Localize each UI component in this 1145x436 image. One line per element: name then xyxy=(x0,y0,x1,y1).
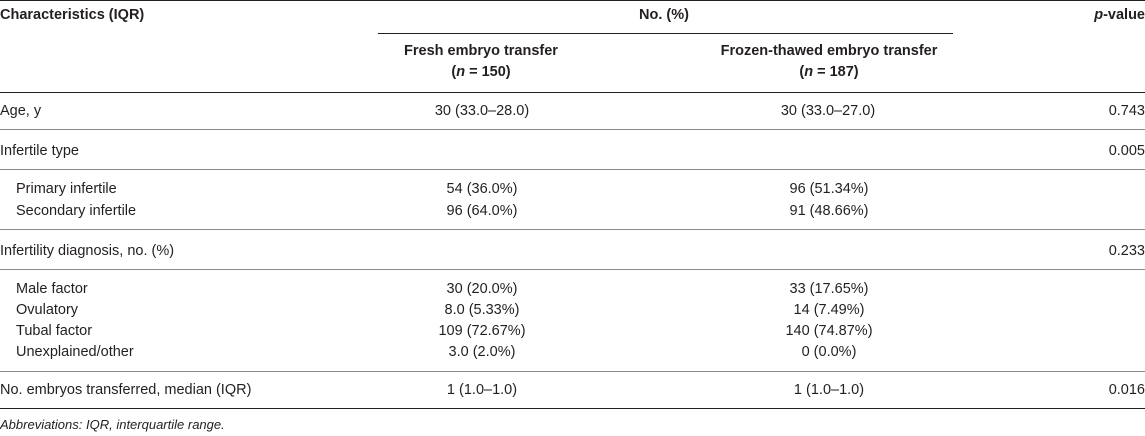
header-frozen-n-rest: = 187) xyxy=(813,64,859,80)
row-age-frozen: 30 (33.0–27.0) xyxy=(780,103,876,119)
row-unexplained-fresh: 3.0 (2.0%) xyxy=(448,344,516,360)
header-fresh-n-rest: = 150) xyxy=(465,64,511,80)
header-frozen-n: (n = 187) xyxy=(721,62,938,83)
row-age-fresh: 30 (33.0–28.0) xyxy=(434,103,530,119)
header-fresh: Fresh embryo transfer (n = 150) xyxy=(404,41,558,83)
row-embryos-frozen: 1 (1.0–1.0) xyxy=(793,382,865,398)
row-unexplained-frozen: 0 (0.0%) xyxy=(801,344,857,360)
header-fresh-n-italic: n xyxy=(456,64,466,80)
header-frozen-n-italic: n xyxy=(804,64,814,80)
row-divider xyxy=(0,371,1145,372)
header-p-italic: p xyxy=(1094,7,1104,23)
header-frozen-title: Frozen-thawed embryo transfer xyxy=(720,43,938,59)
no-pct-span-rule xyxy=(378,33,953,34)
row-embryos-label: No. embryos transferred, median (IQR) xyxy=(0,382,252,398)
row-embryos-fresh: 1 (1.0–1.0) xyxy=(446,382,518,398)
header-fresh-n-open: ( xyxy=(451,64,457,80)
row-primary-label: Primary infertile xyxy=(16,181,117,197)
header-frozen: Frozen-thawed embryo transfer (n = 187) xyxy=(721,41,938,83)
row-ovulatory-frozen: 14 (7.49%) xyxy=(793,302,865,318)
header-p-value: p-value xyxy=(1094,6,1145,24)
row-secondary-frozen: 91 (48.66%) xyxy=(789,203,869,219)
row-age-p: 0.743 xyxy=(1108,103,1145,119)
row-unexplained-label: Unexplained/other xyxy=(16,344,134,360)
header-p-rest: -value xyxy=(1103,7,1145,23)
row-divider xyxy=(0,269,1145,270)
header-characteristics: Characteristics (IQR) xyxy=(0,7,145,23)
header-fresh-n: (n = 150) xyxy=(404,62,558,83)
header-no-pct: No. (%) xyxy=(639,7,689,23)
row-primary-fresh: 54 (36.0%) xyxy=(446,181,518,197)
table-bottom-rule xyxy=(0,408,1145,409)
row-embryos-p: 0.016 xyxy=(1108,382,1145,398)
row-diagnosis-label: Infertility diagnosis, no. (%) xyxy=(0,243,175,259)
header-fresh-title: Fresh embryo transfer xyxy=(404,43,558,59)
row-male-fresh: 30 (20.0%) xyxy=(446,281,518,297)
row-divider xyxy=(0,169,1145,170)
row-secondary-label: Secondary infertile xyxy=(16,203,137,219)
row-tubal-label: Tubal factor xyxy=(16,323,93,339)
row-tubal-fresh: 109 (72.67%) xyxy=(438,323,526,339)
header-bottom-rule xyxy=(0,92,1145,93)
table-footnote: Abbreviations: IQR, interquartile range. xyxy=(0,417,225,432)
row-primary-frozen: 96 (51.34%) xyxy=(789,181,869,197)
row-divider xyxy=(0,229,1145,230)
row-ovulatory-label: Ovulatory xyxy=(16,302,79,318)
row-diagnosis-p: 0.233 xyxy=(1108,243,1145,259)
table-top-rule xyxy=(0,0,1145,1)
row-age-label: Age, y xyxy=(0,103,42,119)
row-male-frozen: 33 (17.65%) xyxy=(789,281,869,297)
row-ovulatory-fresh: 8.0 (5.33%) xyxy=(444,302,520,318)
row-infertile-type-p: 0.005 xyxy=(1108,143,1145,159)
row-secondary-fresh: 96 (64.0%) xyxy=(446,203,518,219)
row-male-label: Male factor xyxy=(16,281,88,297)
row-divider xyxy=(0,129,1145,130)
row-infertile-type-label: Infertile type xyxy=(0,143,79,159)
row-tubal-frozen: 140 (74.87%) xyxy=(785,323,873,339)
header-frozen-n-open: ( xyxy=(799,64,805,80)
